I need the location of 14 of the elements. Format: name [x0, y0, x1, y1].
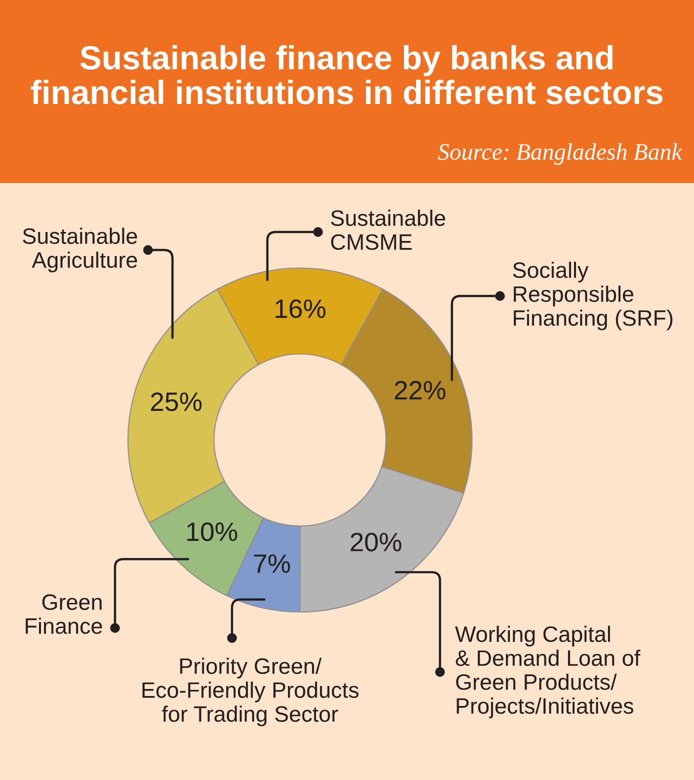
slice-label: Working Capital & Demand Loan of Green Products/ Projects/Initiatives: [455, 626, 640, 718]
data-label: 10%: [187, 522, 238, 542]
slice-label: Sustainable Agriculture: [22, 228, 138, 272]
slice-label: Green Finance: [26, 594, 102, 634]
data-label: 7%: [254, 554, 290, 573]
data-label: 25%: [151, 392, 202, 412]
data-label: 16%: [276, 299, 326, 318]
slice-label: Socially Responsible Financing (SRF): [513, 262, 672, 330]
source-note: Source: Bangladesh Bank: [438, 143, 682, 165]
data-label: 20%: [350, 532, 402, 552]
slice-label: Sustainable CMSME: [331, 210, 446, 250]
slice-label: Priority Green/ Eco-Friendly Products for Trading Sector: [142, 658, 359, 726]
chart-title: Sustainable finance by banks and financial institutions in different sectors: [30, 45, 662, 104]
data-label: 22%: [394, 380, 446, 400]
